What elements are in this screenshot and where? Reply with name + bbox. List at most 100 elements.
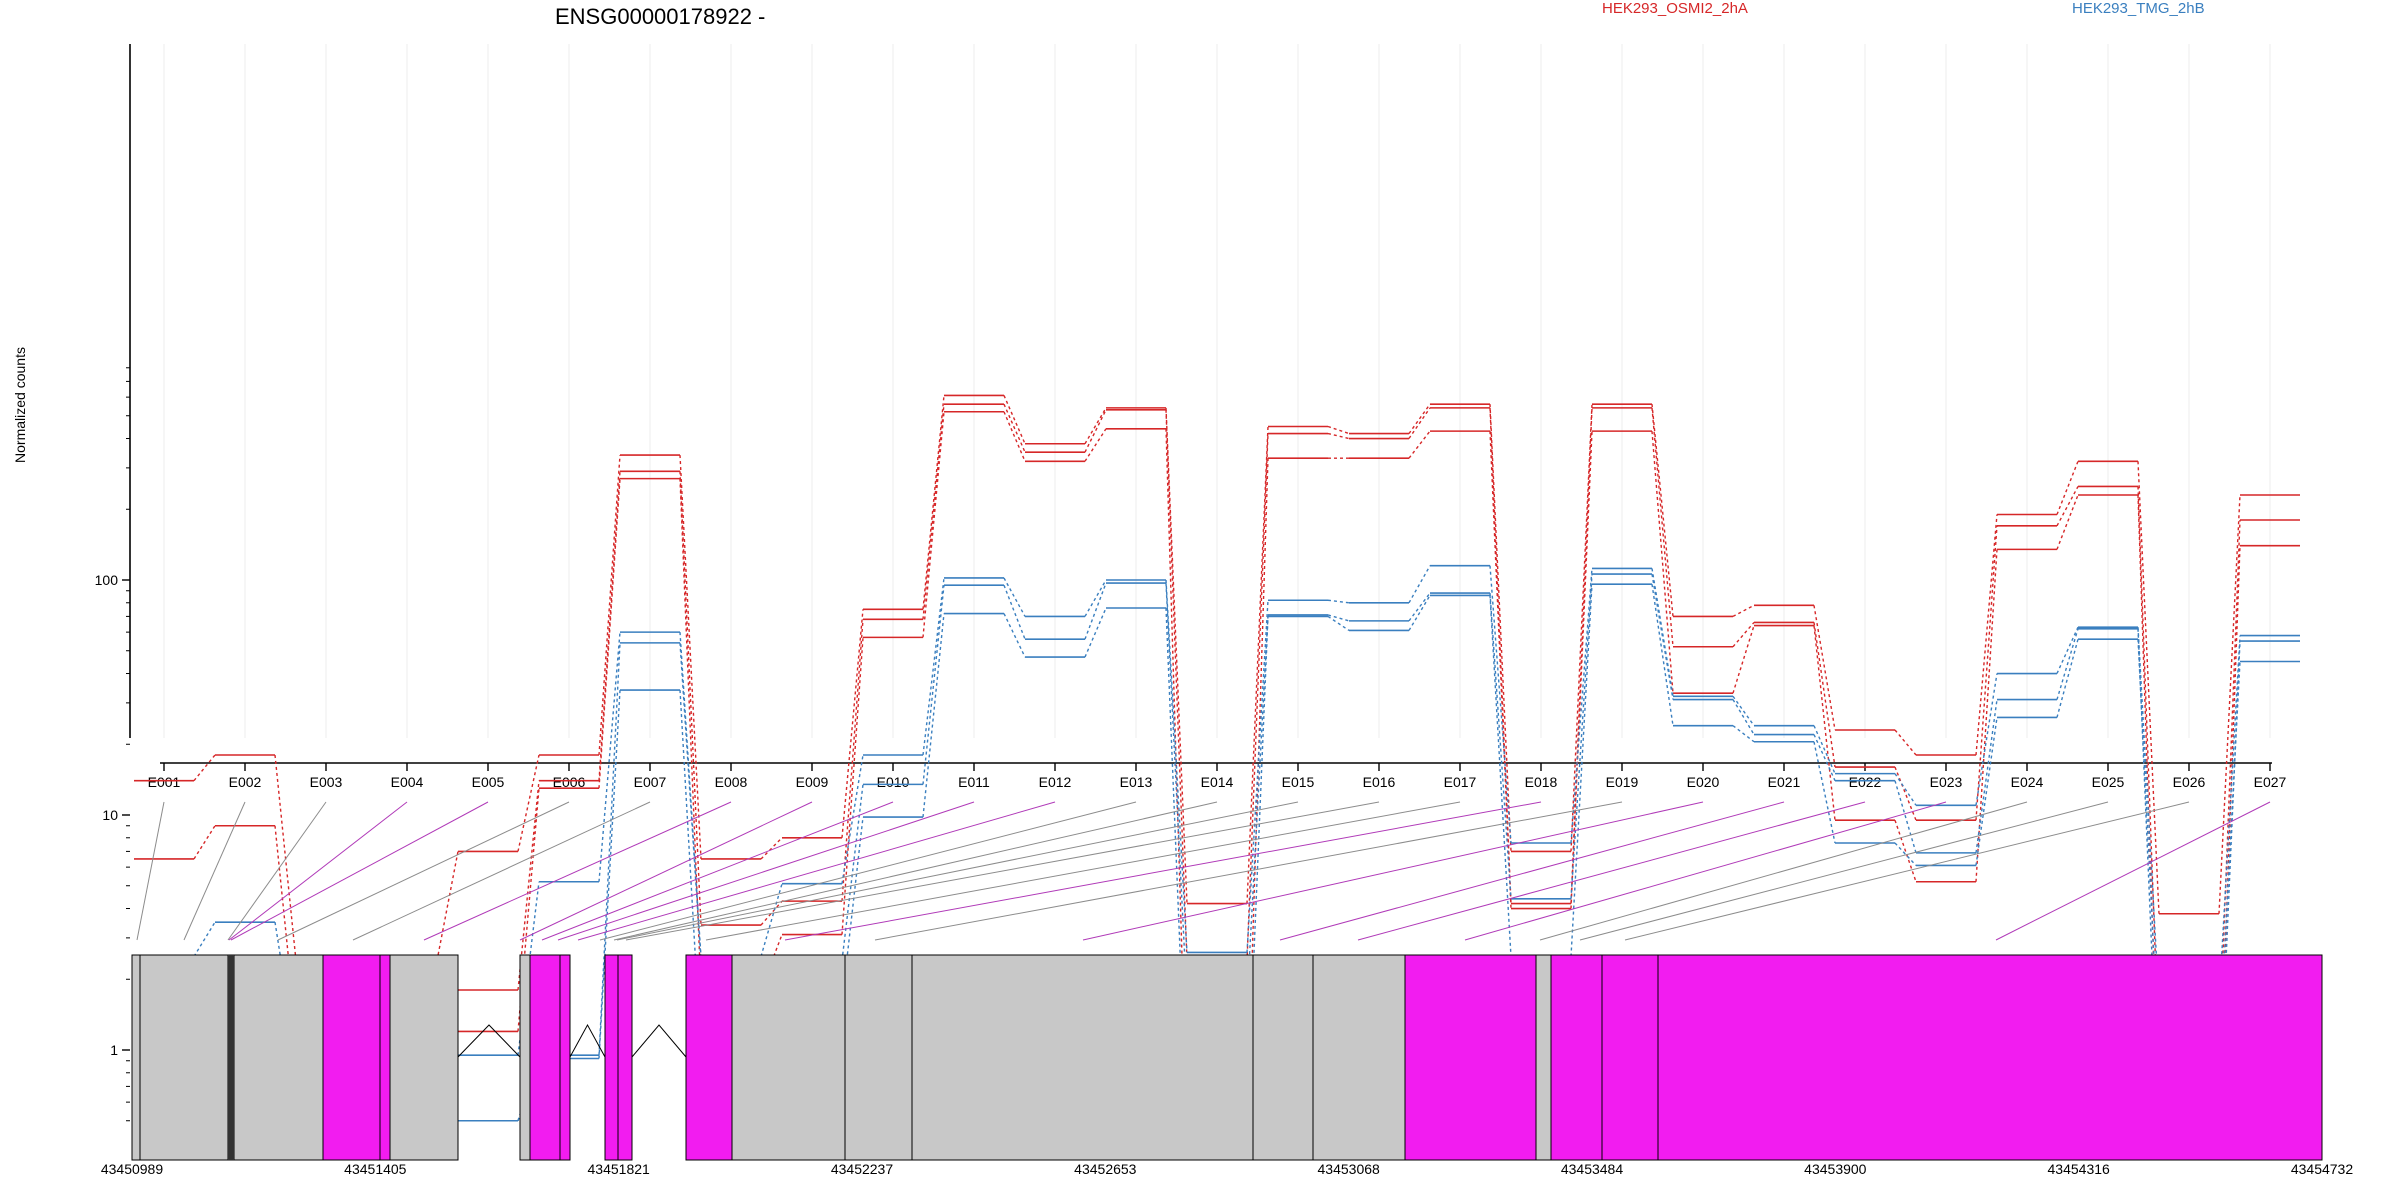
series-connector — [1732, 699, 1755, 735]
chart-title: ENSG00000178922 - — [555, 4, 765, 29]
series-connector — [1003, 613, 1026, 658]
series-connector — [1084, 409, 1107, 453]
exon-connector — [277, 801, 570, 941]
x-tick-label: E002 — [229, 774, 262, 790]
exon-connector — [230, 801, 489, 941]
exon-connector — [577, 801, 1056, 941]
series-connector — [2218, 519, 2241, 1056]
exon-block — [233, 954, 324, 1161]
x-tick-label: E016 — [1363, 774, 1396, 790]
x-tick-label: E017 — [1444, 774, 1477, 790]
series-connector — [1894, 820, 1917, 882]
series-connector — [1813, 741, 1836, 844]
x-tick-label: E011 — [958, 774, 990, 790]
x-tick-label: E014 — [1201, 774, 1234, 790]
exon-connector — [613, 801, 1218, 941]
x-tick-label: E003 — [310, 774, 343, 790]
exon-connector — [705, 801, 1461, 941]
x-tick-label: E005 — [472, 774, 505, 790]
series-connector — [1732, 621, 1755, 648]
series-connector — [1813, 725, 1836, 774]
legend-entry-tmg: HEK293_TMG_2hB — [2072, 0, 2205, 17]
series-connector — [679, 690, 702, 1056]
coordinate-label: 43453900 — [1804, 1161, 1867, 1177]
exon-block — [1404, 954, 1537, 1161]
exon-block — [228, 955, 234, 1160]
x-tick-label: E012 — [1039, 774, 1072, 790]
series-connector — [679, 478, 702, 991]
series-connector — [841, 637, 864, 935]
series-connector — [1570, 431, 1593, 909]
exon-block — [559, 954, 571, 1161]
series-connector — [2056, 494, 2079, 550]
exon-block — [911, 954, 1254, 1161]
exon-block — [731, 954, 846, 1161]
series-connector — [1408, 430, 1431, 459]
series-connector — [1408, 595, 1431, 631]
exon-connector — [625, 801, 1380, 941]
series-connector — [1894, 780, 1917, 854]
series-connector — [1084, 579, 1107, 617]
series-connector — [1327, 615, 1350, 632]
x-ticks: E001 E002 E003 E004 E005 E006 E007 E008 E009 E010… — [148, 763, 2287, 790]
series-connector — [1003, 395, 1026, 445]
exon-block — [529, 954, 561, 1161]
series-connector — [1489, 431, 1512, 909]
series-connector — [1570, 574, 1593, 899]
exon-block — [389, 954, 459, 1161]
exon-connector — [1357, 801, 1866, 941]
series-connector — [2056, 628, 2079, 700]
exon-connector — [228, 801, 408, 941]
series-connector — [1489, 565, 1512, 844]
series-connector — [2137, 627, 2160, 1003]
series-connector — [922, 404, 945, 620]
series-connector — [1084, 407, 1107, 445]
y-axis-label: Normalized counts — [12, 347, 28, 463]
series-connector — [2218, 635, 2241, 1003]
x-tick-label: E021 — [1768, 774, 1801, 790]
series-connector — [1327, 614, 1350, 622]
series-connector — [517, 788, 540, 1032]
series-connector — [1408, 403, 1431, 434]
x-tick-label: E010 — [877, 774, 910, 790]
series-connector — [1975, 699, 1998, 853]
exon-block — [1601, 954, 1659, 1161]
series-connector — [1084, 428, 1107, 462]
x-tick-label: E026 — [2173, 774, 2206, 790]
series-connector — [1813, 605, 1836, 731]
y-tick-label: 100 — [95, 572, 119, 588]
series-connector — [760, 883, 783, 957]
exon-connector — [183, 801, 246, 941]
y-ticks: 1 10 100 — [95, 367, 130, 1122]
series-connector — [1165, 583, 1188, 1003]
exon-connector — [136, 801, 165, 941]
series-connector — [2056, 461, 2079, 515]
legend-entry-osmi2: HEK293_OSMI2_2hA — [1602, 0, 1748, 17]
x-tick-label: E009 — [796, 774, 829, 790]
series-connector — [1813, 625, 1836, 821]
series-connector — [841, 609, 864, 838]
x-tick-label: E024 — [2011, 774, 2044, 790]
series-connector — [1975, 525, 1998, 821]
coordinate-label: 43450989 — [101, 1161, 164, 1177]
x-tick-label: E006 — [553, 774, 586, 790]
exon-connector — [616, 801, 1299, 941]
intron-line — [457, 1024, 521, 1058]
exon-connector — [1082, 801, 1704, 941]
x-tick-label: E022 — [1849, 774, 1882, 790]
coordinate-label: 43453068 — [1318, 1161, 1381, 1177]
series-connector — [517, 754, 540, 852]
series-connector — [193, 754, 216, 782]
series-connector — [1327, 599, 1350, 604]
x-tick-label: E023 — [1930, 774, 1963, 790]
x-tick-label: E027 — [2254, 774, 2287, 790]
exon-block — [1252, 954, 1314, 1161]
series-connector — [598, 690, 621, 1059]
exon-connectors — [136, 801, 2271, 941]
exon-connector — [1539, 801, 2028, 941]
series-connector — [598, 455, 621, 756]
exon-connector — [519, 801, 813, 941]
coordinate-label: 43451405 — [344, 1161, 407, 1177]
coordinate-label: 43452653 — [1074, 1161, 1137, 1177]
x-tick-label: E018 — [1525, 774, 1558, 790]
